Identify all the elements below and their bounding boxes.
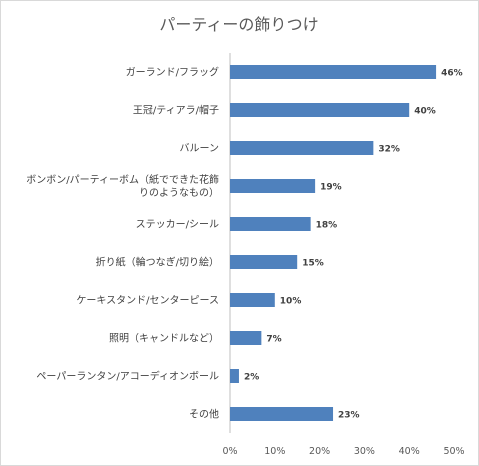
bar <box>230 293 275 307</box>
bar <box>230 217 311 231</box>
data-label: 2% <box>244 373 259 383</box>
category-labels-group: ガーランド/フラッグ王冠/ティアラ/帽子バルーンボンボン/パーティーボム（紙でで… <box>26 66 219 421</box>
data-label: 15% <box>302 259 324 269</box>
bars-group <box>230 65 437 421</box>
x-tick-label: 50% <box>443 446 464 457</box>
bar <box>230 331 262 345</box>
bar <box>230 255 298 269</box>
category-label: バルーン <box>180 143 220 155</box>
tick-labels-group: 0% 10% 20% 30% 40% 50% <box>222 446 464 457</box>
x-tick-label: 10% <box>264 446 285 457</box>
bar <box>230 65 437 79</box>
data-label: 23% <box>338 411 360 421</box>
bar <box>230 141 374 155</box>
data-label: 18% <box>316 221 338 231</box>
category-label: ガーランド/フラッグ <box>126 66 219 79</box>
bar <box>230 179 316 193</box>
category-label: 照明（キャンドルなど） <box>109 333 219 345</box>
data-label: 10% <box>280 297 302 307</box>
x-tick-label: 0% <box>222 446 237 457</box>
bar <box>230 407 334 421</box>
chart-title: パーティーの飾りつけ <box>159 15 318 34</box>
x-tick-label: 20% <box>309 446 330 457</box>
category-label: ボンボン/パーティーボム（紙でできた花飾りのようなもの） <box>26 173 219 199</box>
category-label: ケーキスタンド/センターピース <box>76 295 219 307</box>
data-labels-group: 46% 40% 32% 19% 18% 15% 10% 7% 2% 23% <box>244 69 463 421</box>
data-label: 32% <box>378 145 400 155</box>
bar <box>230 369 239 383</box>
category-label: 折り紙（輪つなぎ/切り絵） <box>96 256 219 269</box>
bar <box>230 103 410 117</box>
category-label: 王冠/ティアラ/帽子 <box>133 104 219 117</box>
data-label: 19% <box>320 183 342 193</box>
data-label: 46% <box>441 69 463 79</box>
data-label: 40% <box>414 107 436 117</box>
data-label: 7% <box>266 335 281 345</box>
x-tick-label: 30% <box>354 446 375 457</box>
category-label: その他 <box>189 408 219 421</box>
category-label: ステッカー/シール <box>136 219 219 231</box>
x-tick-label: 40% <box>399 446 420 457</box>
category-label: ペーパーランタン/アコーディオンボール <box>36 370 219 383</box>
